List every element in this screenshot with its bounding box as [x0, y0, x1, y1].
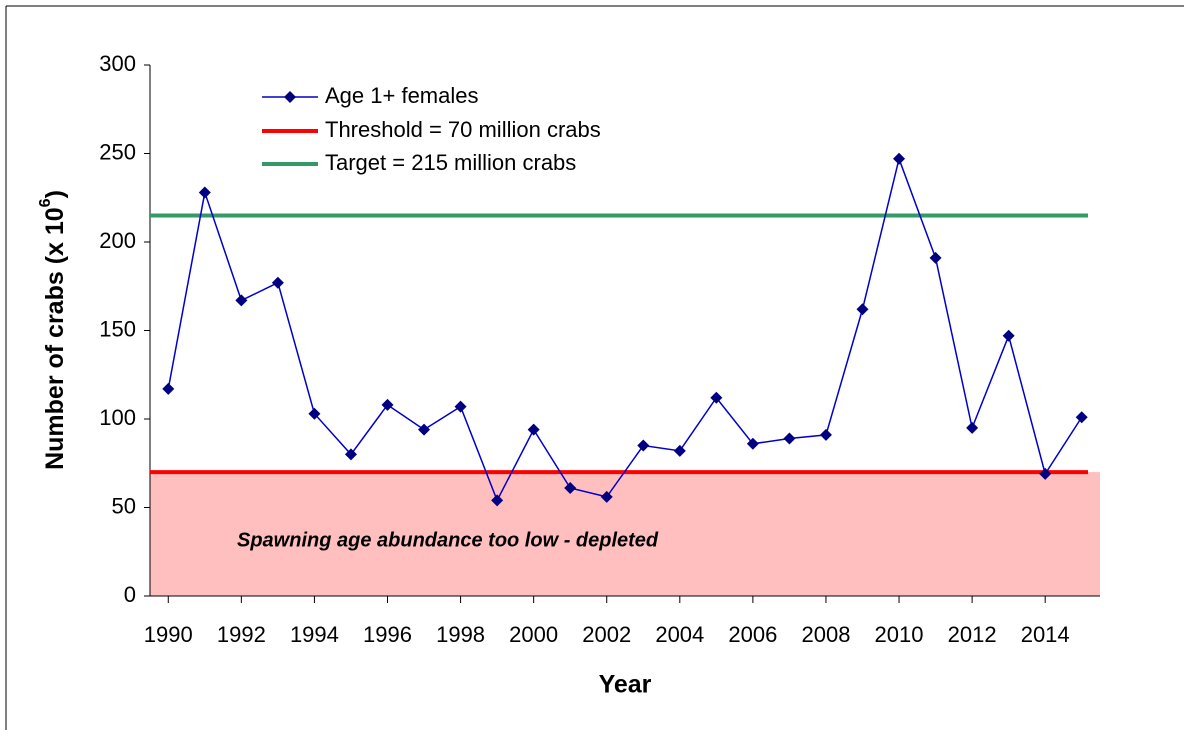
y-axis-title: Number of crabs (x 106) — [37, 190, 68, 470]
data-point — [271, 276, 284, 289]
y-tick-label: 300 — [99, 51, 136, 76]
y-tick-label: 50 — [112, 493, 136, 518]
data-point — [1039, 467, 1052, 480]
data-point — [856, 303, 869, 316]
x-axis-title: Year — [599, 671, 652, 699]
y-tick-label: 100 — [99, 405, 136, 430]
y-tick-label: 150 — [99, 316, 136, 341]
data-point — [527, 423, 540, 436]
y-tick-label: 0 — [124, 582, 136, 607]
x-tick-label: 1992 — [217, 622, 266, 647]
legend-label: Age 1+ females — [325, 83, 478, 108]
legend-label: Threshold = 70 million crabs — [325, 117, 601, 142]
legend-marker — [284, 91, 296, 103]
data-point — [710, 391, 723, 404]
data-point — [418, 423, 431, 436]
data-point — [344, 448, 357, 461]
y-tick-label: 250 — [99, 139, 136, 164]
data-point — [673, 444, 686, 457]
x-tick-label: 1998 — [436, 622, 485, 647]
data-point — [454, 400, 467, 413]
data-point — [783, 432, 796, 445]
data-point — [929, 251, 942, 264]
data-point — [1075, 411, 1088, 424]
data-point — [746, 437, 759, 450]
data-line — [167, 156, 1083, 503]
data-point — [966, 421, 979, 434]
x-tick-label: 2010 — [875, 622, 924, 647]
y-axis-title-sup: 6 — [37, 198, 54, 207]
x-tick-label: 1994 — [290, 622, 339, 647]
x-tick-label: 2012 — [948, 622, 997, 647]
data-point — [381, 398, 394, 411]
y-tick-label: 200 — [99, 228, 136, 253]
data-point — [600, 490, 613, 503]
y-axis-title-end: ) — [41, 190, 69, 198]
x-tick-label: 2004 — [655, 622, 704, 647]
band-label: Spawning age abundance too low - deplete… — [237, 529, 659, 551]
shaded-band — [150, 472, 1100, 596]
x-tick-label: 1996 — [363, 622, 412, 647]
data-point — [308, 407, 321, 420]
data-point — [893, 152, 906, 165]
data-point — [491, 494, 504, 507]
data-point — [564, 482, 577, 495]
x-tick-label: 2000 — [509, 622, 558, 647]
x-tick-label: 2008 — [801, 622, 850, 647]
data-point — [819, 428, 832, 441]
data-point — [162, 382, 175, 395]
x-tick-label: 1990 — [144, 622, 193, 647]
x-tick-label: 2002 — [582, 622, 631, 647]
data-point — [1002, 329, 1015, 342]
data-point — [637, 439, 650, 452]
x-tick-label: 2014 — [1021, 622, 1070, 647]
data-point — [198, 186, 211, 199]
y-axis-title-main: Number of crabs (x 10 — [41, 207, 69, 470]
data-point — [235, 294, 248, 307]
x-tick-label: 2006 — [728, 622, 777, 647]
legend-label: Target = 215 million crabs — [325, 150, 576, 175]
